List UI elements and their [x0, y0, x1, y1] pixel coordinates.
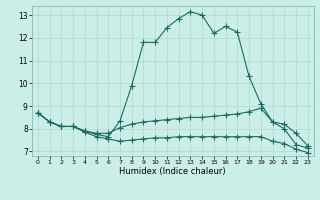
X-axis label: Humidex (Indice chaleur): Humidex (Indice chaleur): [119, 167, 226, 176]
